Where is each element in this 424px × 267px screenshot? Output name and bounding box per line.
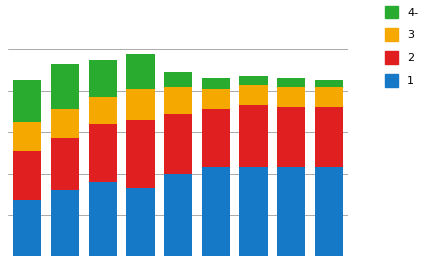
Bar — [277, 107, 305, 167]
Bar — [89, 97, 117, 124]
Bar — [202, 109, 230, 167]
Bar — [89, 60, 117, 97]
Bar — [13, 151, 42, 201]
Bar — [89, 182, 117, 256]
Bar — [13, 201, 42, 256]
Bar — [202, 89, 230, 109]
Bar — [51, 64, 79, 109]
Bar — [13, 122, 42, 151]
Legend: 4-, 3, 2, 1: 4-, 3, 2, 1 — [385, 6, 418, 87]
Bar — [315, 167, 343, 256]
Bar — [51, 190, 79, 256]
Bar — [89, 124, 117, 182]
Bar — [126, 89, 154, 120]
Bar — [164, 174, 192, 256]
Bar — [126, 120, 154, 188]
Bar — [126, 54, 154, 89]
Bar — [277, 87, 305, 107]
Bar — [51, 138, 79, 190]
Bar — [239, 105, 268, 167]
Bar — [277, 167, 305, 256]
Bar — [164, 72, 192, 87]
Bar — [202, 78, 230, 89]
Bar — [13, 80, 42, 122]
Bar — [51, 109, 79, 138]
Bar — [315, 107, 343, 167]
Bar — [315, 80, 343, 87]
Bar — [277, 78, 305, 87]
Bar — [315, 87, 343, 107]
Bar — [239, 85, 268, 105]
Bar — [126, 188, 154, 256]
Bar — [239, 76, 268, 85]
Bar — [164, 87, 192, 113]
Bar — [239, 167, 268, 256]
Bar — [202, 167, 230, 256]
Bar — [164, 113, 192, 174]
